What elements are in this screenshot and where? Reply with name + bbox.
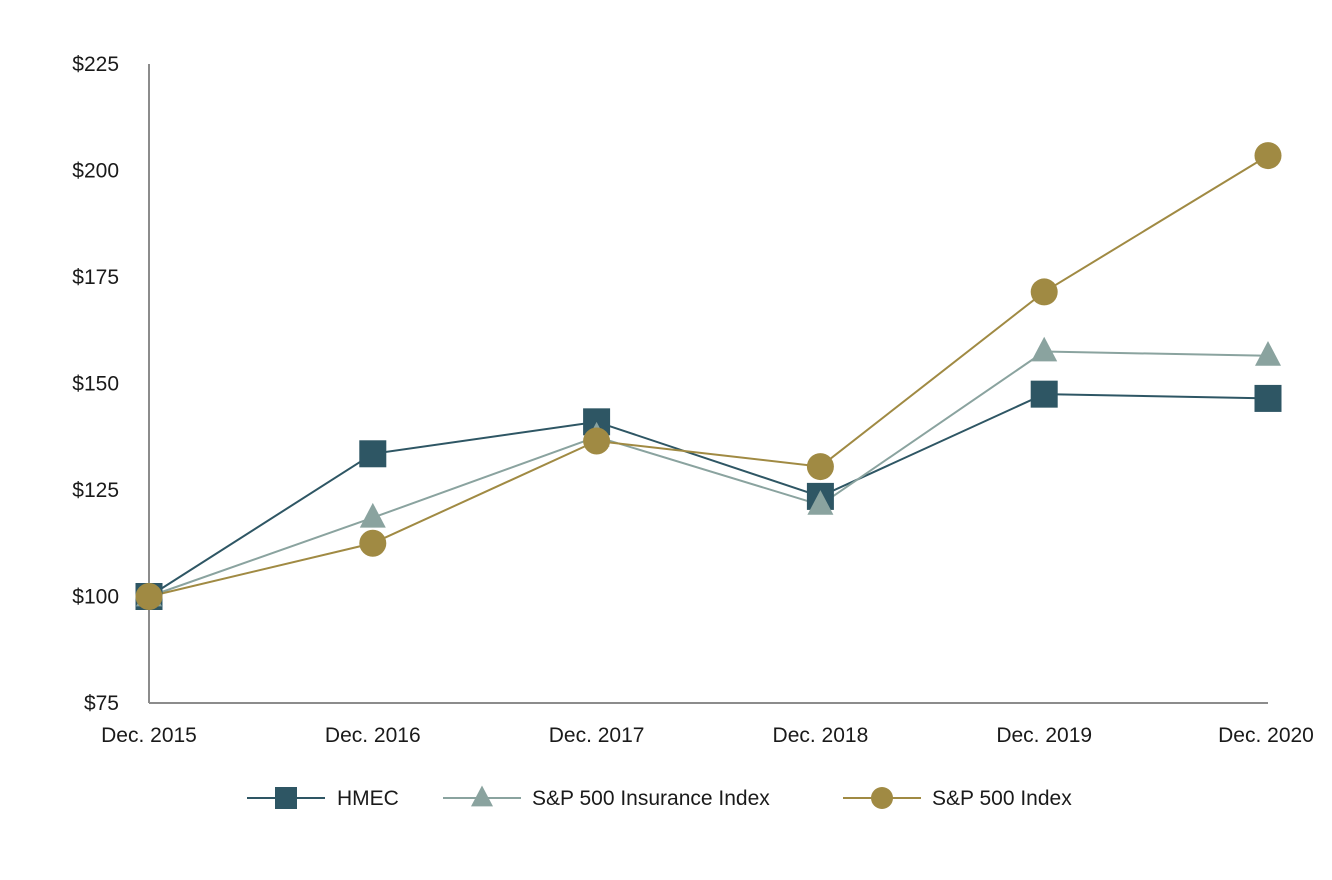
legend-label: S&P 500 Insurance Index — [532, 787, 770, 810]
data-point-1-5 — [1255, 340, 1281, 366]
x-tick-labels: Dec. 2015 Dec. 2016 Dec. 2017 Dec. 2018 Dec.… — [101, 724, 1314, 747]
legend-label: S&P 500 Index — [932, 787, 1072, 810]
data-point-2-5 — [1254, 142, 1282, 170]
y-tick-label: $225 — [72, 53, 119, 76]
data-point-0-4 — [1030, 380, 1058, 408]
legend-marker-0 — [275, 787, 297, 809]
y-tick-label: $125 — [72, 479, 119, 502]
legend-label: HMEC — [337, 787, 399, 810]
data-point-2-0 — [135, 583, 163, 610]
series-layer — [135, 142, 1282, 610]
series-line-0 — [148, 393, 1269, 598]
y-tick-label: $150 — [72, 373, 119, 396]
y-tick-label: $200 — [72, 160, 119, 183]
x-tick-label: Dec. 2019 — [996, 724, 1092, 747]
y-tick-label: $75 — [84, 692, 119, 715]
legend: HMEC S&P 500 Insurance Index S&P 500 Index — [247, 785, 1072, 810]
data-point-2-1 — [359, 529, 387, 557]
y-tick-labels: $75 $100 $125 $150 $175 $200 $225 — [72, 53, 119, 715]
data-point-0-5 — [1254, 384, 1282, 412]
series-line-1 — [148, 350, 1269, 598]
y-tick-label: $100 — [72, 586, 119, 609]
data-point-1-1 — [359, 502, 386, 528]
data-point-2-2 — [583, 427, 611, 455]
x-tick-label: Dec. 2015 — [101, 724, 197, 747]
data-point-0-1 — [359, 440, 387, 468]
x-tick-label: Dec. 2018 — [773, 724, 869, 747]
data-point-1-3 — [807, 490, 834, 515]
legend-marker-1 — [471, 785, 493, 807]
x-tick-label: Dec. 2016 — [325, 724, 421, 747]
x-tick-label: Dec. 2017 — [549, 724, 645, 747]
y-tick-label: $175 — [72, 266, 119, 289]
series-line-2 — [148, 154, 1269, 598]
data-point-2-4 — [1030, 278, 1058, 306]
data-point-1-4 — [1031, 336, 1058, 362]
legend-marker-2 — [871, 787, 893, 809]
x-tick-label: Dec. 2020 — [1218, 724, 1314, 747]
data-point-2-3 — [806, 453, 834, 481]
